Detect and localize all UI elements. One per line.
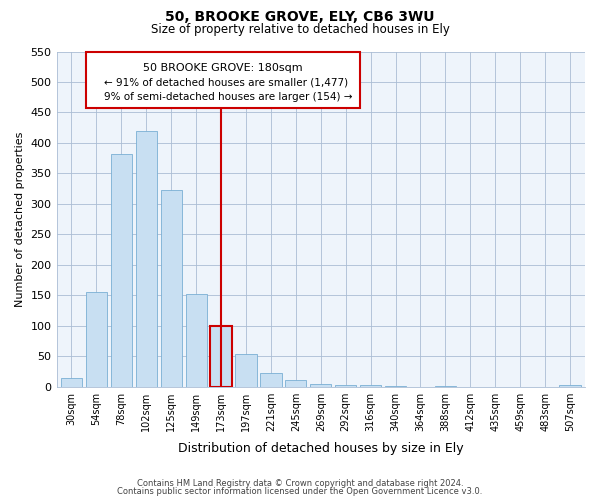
Bar: [260, 373, 281, 386]
Bar: [61, 378, 82, 386]
FancyBboxPatch shape: [86, 52, 361, 108]
Bar: [111, 154, 132, 386]
Bar: [161, 190, 182, 386]
Text: Contains HM Land Registry data © Crown copyright and database right 2024.: Contains HM Land Registry data © Crown c…: [137, 478, 463, 488]
Bar: [86, 292, 107, 386]
Bar: [310, 384, 331, 386]
Text: 50 BROOKE GROVE: 180sqm: 50 BROOKE GROVE: 180sqm: [143, 63, 303, 73]
Bar: [335, 385, 356, 386]
Bar: [136, 130, 157, 386]
Text: 9% of semi-detached houses are larger (154) →: 9% of semi-detached houses are larger (1…: [104, 92, 353, 102]
Y-axis label: Number of detached properties: Number of detached properties: [15, 132, 25, 307]
Bar: [185, 294, 207, 386]
Text: Size of property relative to detached houses in Ely: Size of property relative to detached ho…: [151, 22, 449, 36]
Bar: [211, 326, 232, 386]
Bar: [235, 354, 257, 386]
Text: 50, BROOKE GROVE, ELY, CB6 3WU: 50, BROOKE GROVE, ELY, CB6 3WU: [165, 10, 435, 24]
Bar: [285, 380, 307, 386]
X-axis label: Distribution of detached houses by size in Ely: Distribution of detached houses by size …: [178, 442, 464, 455]
Text: ← 91% of detached houses are smaller (1,477): ← 91% of detached houses are smaller (1,…: [104, 78, 348, 88]
Text: Contains public sector information licensed under the Open Government Licence v3: Contains public sector information licen…: [118, 487, 482, 496]
